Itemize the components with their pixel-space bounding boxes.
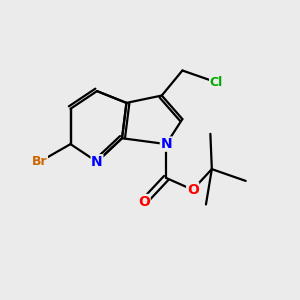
Text: Br: Br (32, 155, 47, 168)
Text: O: O (187, 183, 199, 197)
Text: N: N (160, 137, 172, 151)
Text: N: N (91, 155, 103, 169)
Text: Cl: Cl (210, 76, 223, 89)
Text: O: O (138, 194, 150, 208)
